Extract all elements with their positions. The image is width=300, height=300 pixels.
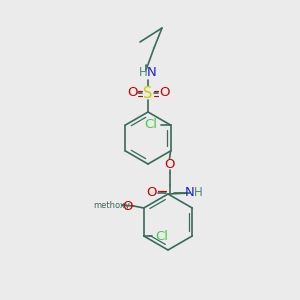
- Text: N: N: [147, 65, 157, 79]
- Text: O: O: [159, 86, 169, 100]
- Text: O: O: [127, 86, 137, 100]
- Text: O: O: [164, 158, 175, 172]
- Text: Cl: Cl: [144, 118, 157, 131]
- Text: H: H: [194, 187, 203, 200]
- Text: N: N: [184, 187, 194, 200]
- Text: Cl: Cl: [155, 230, 168, 242]
- Text: O: O: [122, 200, 133, 212]
- Text: S: S: [143, 85, 153, 100]
- Text: O: O: [146, 187, 157, 200]
- Text: H: H: [139, 65, 147, 79]
- Text: methoxy: methoxy: [93, 202, 130, 211]
